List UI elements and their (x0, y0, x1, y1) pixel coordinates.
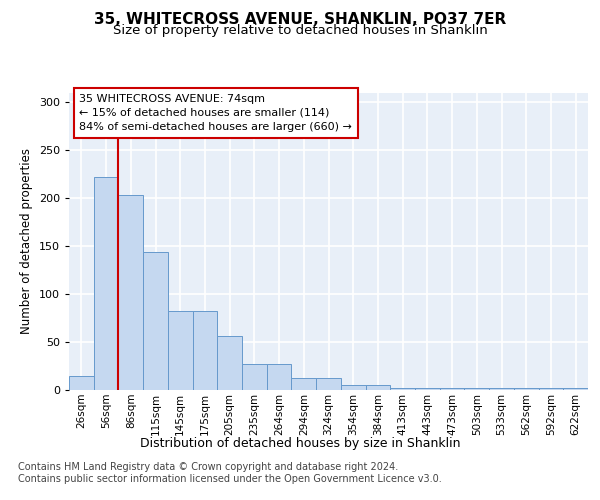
Bar (464, 388, 489, 390)
Bar (390, 388, 415, 390)
Bar (267, 364, 292, 390)
Bar (94, 177, 118, 390)
Text: 35 WHITECROSS AVENUE: 74sqm
← 15% of detached houses are smaller (114)
84% of se: 35 WHITECROSS AVENUE: 74sqm ← 15% of det… (79, 94, 352, 132)
Bar (292, 378, 316, 390)
Bar (415, 388, 440, 390)
Bar (69, 376, 94, 390)
Bar (539, 388, 563, 390)
Bar (365, 385, 390, 390)
Text: Distribution of detached houses by size in Shanklin: Distribution of detached houses by size … (140, 438, 460, 450)
Bar (440, 388, 464, 390)
Text: Contains HM Land Registry data © Crown copyright and database right 2024.
Contai: Contains HM Land Registry data © Crown c… (18, 462, 442, 484)
Bar (341, 385, 365, 390)
Bar (143, 252, 168, 390)
Bar (193, 312, 217, 390)
Bar (118, 195, 143, 390)
Bar (563, 388, 588, 390)
Bar (514, 388, 539, 390)
Text: Size of property relative to detached houses in Shanklin: Size of property relative to detached ho… (113, 24, 487, 37)
Bar (168, 312, 193, 390)
Bar (489, 388, 514, 390)
Text: 35, WHITECROSS AVENUE, SHANKLIN, PO37 7ER: 35, WHITECROSS AVENUE, SHANKLIN, PO37 7E… (94, 12, 506, 28)
Y-axis label: Number of detached properties: Number of detached properties (20, 148, 33, 334)
Bar (316, 378, 341, 390)
Bar (242, 364, 267, 390)
Bar (217, 336, 242, 390)
